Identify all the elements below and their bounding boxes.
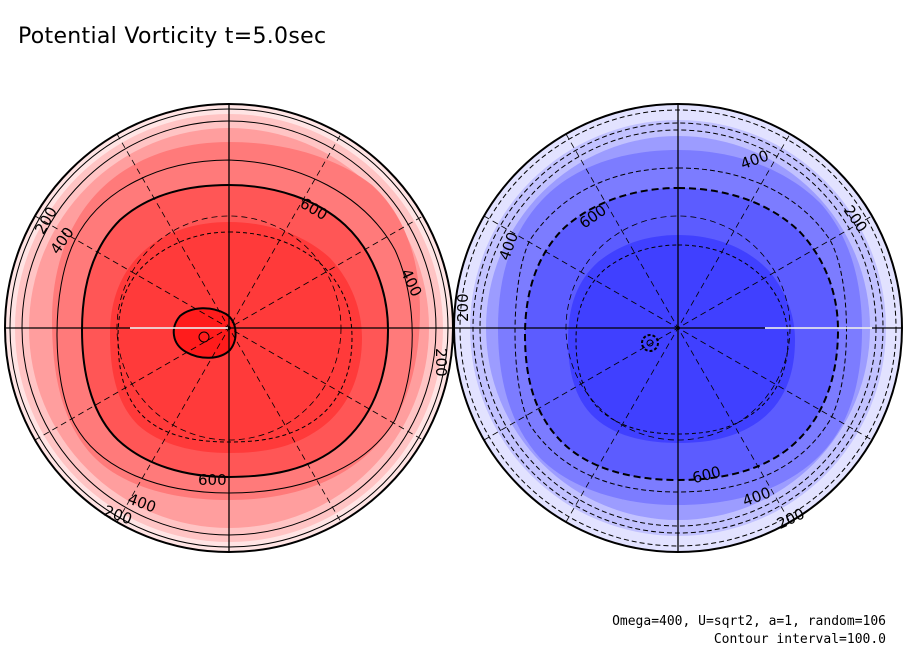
south-band-6 (568, 235, 795, 443)
parameters-text: Omega=400, U=sqrt2, a=1, random=106 (612, 614, 886, 629)
north-band-7 (173, 308, 236, 358)
plot-title: Potential Vorticity t=5.0sec (18, 24, 327, 49)
north-hemisphere-plot: 200 400 600 400 200 600 400 200 (4, 103, 454, 553)
north-label: 200 (432, 348, 450, 377)
contour-interval-text: Contour interval=100.0 (713, 632, 886, 647)
south-hemisphere-plot: 400 600 400 200 200 600 400 200 (453, 103, 903, 553)
south-label: 200 (454, 293, 472, 322)
north-label: 600 (198, 471, 227, 489)
